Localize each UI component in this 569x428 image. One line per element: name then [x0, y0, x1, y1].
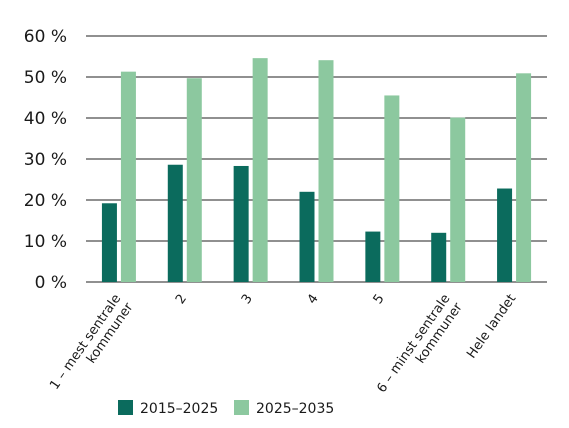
bar-series1-cat1 [186, 78, 202, 282]
bar-series0-cat0 [101, 203, 117, 282]
legend: 2015–2025 2025–2035 [118, 400, 334, 417]
bar-series0-cat1 [167, 164, 183, 282]
bar-series0-cat3 [299, 191, 315, 282]
bar-series1-cat6 [516, 73, 532, 282]
bar-series0-cat2 [233, 165, 249, 282]
y-tick-label-50: 50 % [24, 68, 67, 88]
category-label-0: 1 – mest sentralekommuner [47, 291, 137, 401]
legend-label-0: 2015–2025 [140, 401, 218, 417]
legend-swatch-1 [234, 400, 249, 415]
category-label-2-line-0: 3 [239, 292, 256, 307]
x-axis-category-labels: 1 – mest sentralekommuner 2 3 4 56 – minst s… [47, 291, 519, 404]
bar-series0-cat5 [431, 232, 447, 282]
category-label-2: 3 [239, 292, 256, 307]
y-tick-label-0: 0 % [35, 273, 67, 293]
y-tick-label-10: 10 % [24, 232, 67, 252]
y-tick-label-60: 60 % [24, 27, 67, 47]
bar-series0-cat4 [365, 231, 381, 282]
category-label-3-line-0: 4 [305, 292, 322, 307]
bar-series1-cat2 [252, 58, 268, 282]
bar-series0-cat6 [497, 188, 513, 282]
legend-label-1: 2025–2035 [256, 401, 334, 417]
category-label-4: 5 [371, 292, 388, 307]
category-label-6: Hele landet [464, 292, 519, 362]
bar-series1-cat5 [450, 117, 466, 282]
y-tick-label-30: 30 % [24, 150, 67, 170]
legend-swatch-0 [118, 400, 133, 415]
bar-series1-cat3 [318, 60, 334, 282]
bar-series1-cat0 [120, 71, 136, 282]
category-label-1: 2 [173, 292, 190, 307]
category-label-1-line-0: 2 [173, 292, 190, 307]
y-axis-tick-labels: 0 % 10 % 20 % 30 % 40 % 50 % 60 % [24, 27, 67, 293]
category-label-3: 4 [305, 292, 322, 307]
gridlines [86, 35, 547, 283]
bars [101, 58, 532, 282]
category-label-6-line-0: Hele landet [464, 292, 519, 362]
category-label-5: 6 – minst sentralekommuner [374, 291, 466, 404]
category-label-4-line-0: 5 [371, 292, 388, 307]
y-tick-label-20: 20 % [24, 191, 67, 211]
y-tick-label-40: 40 % [24, 109, 67, 129]
bar-series1-cat4 [384, 95, 400, 282]
category-label-5-line-0: 6 – minst sentrale [374, 292, 453, 396]
